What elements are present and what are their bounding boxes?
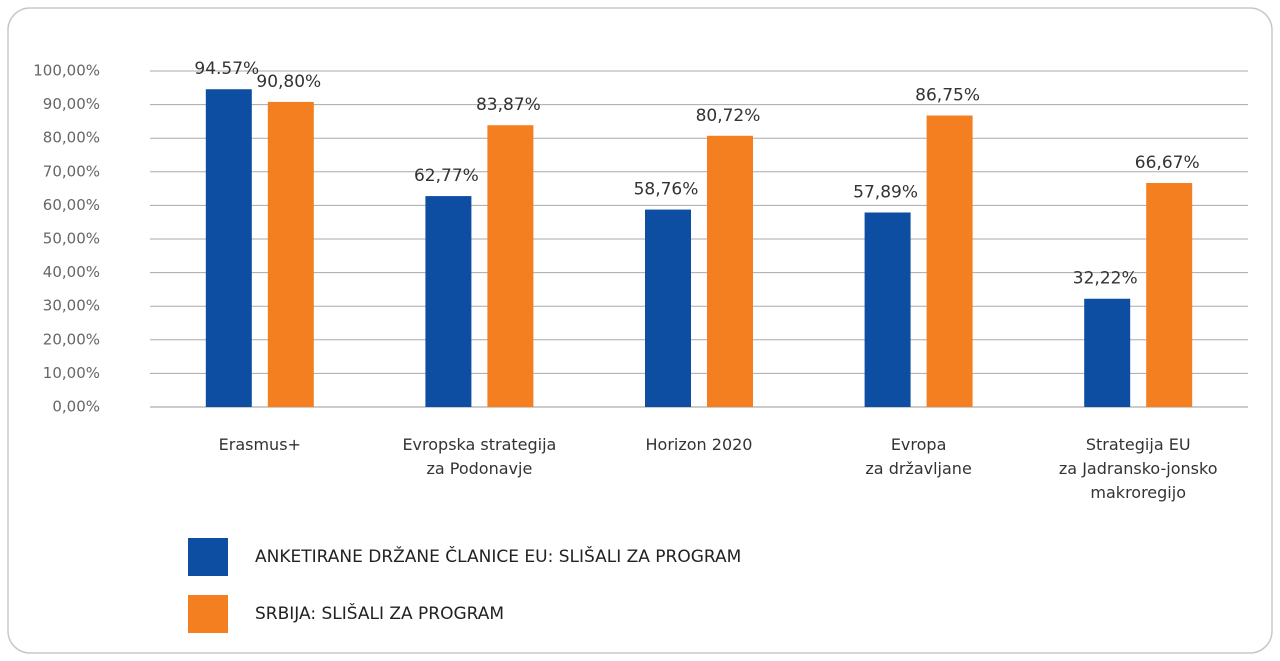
x-tick-label: Erasmus+: [219, 435, 301, 454]
x-tick-line: makroregijo: [1090, 483, 1186, 502]
x-tick-line: za Podonavje: [426, 459, 532, 478]
x-tick-line: Erasmus+: [219, 435, 301, 454]
x-tick-label: Horizon 2020: [646, 435, 753, 454]
data-label: 94.57%: [194, 59, 259, 79]
y-tick-label: 10,00%: [43, 364, 100, 382]
y-tick-label: 80,00%: [43, 129, 100, 147]
x-tick-line: Horizon 2020: [646, 435, 753, 454]
data-label: 58,76%: [634, 180, 699, 200]
bar: [205, 89, 252, 407]
data-label: 83,87%: [476, 95, 541, 115]
bar: [1084, 298, 1131, 407]
legend-label: SRBIJA: SLIŠALI ZA PROGRAM: [255, 602, 504, 624]
x-tick-line: za državljane: [865, 459, 971, 478]
data-label: 57,89%: [853, 182, 918, 202]
y-tick-label: 40,00%: [43, 263, 100, 281]
bar: [267, 101, 314, 408]
y-tick-label: 90,00%: [43, 95, 100, 113]
x-tick-label: Evropska strategija za Podonavje: [402, 435, 556, 478]
y-tick-label: 30,00%: [43, 297, 100, 315]
x-tick-label: Evropa za državljane: [865, 435, 971, 478]
bar: [926, 115, 973, 408]
y-tick-label: 70,00%: [43, 162, 100, 180]
data-label: 66,67%: [1135, 153, 1200, 173]
legend-swatch: [188, 538, 228, 576]
y-tick-label: 100,00%: [33, 62, 100, 80]
data-label: 32,22%: [1073, 269, 1138, 289]
y-tick-label: 20,00%: [43, 330, 100, 348]
data-label: 90,80%: [256, 72, 321, 92]
y-tick-label: 50,00%: [43, 230, 100, 248]
legend-label: ANKETIRANE DRŽANE ČLANICE EU: SLIŠALI ZA…: [255, 545, 741, 567]
bar: [425, 196, 472, 407]
bar: [487, 125, 534, 407]
bar: [645, 209, 691, 407]
x-tick-line: Strategija EU: [1086, 435, 1191, 454]
y-tick-label: 60,00%: [43, 196, 100, 214]
bar: [707, 135, 753, 407]
x-tick-line: Evropa: [891, 435, 947, 454]
data-label: 80,72%: [696, 106, 761, 126]
data-label: 62,77%: [414, 166, 479, 186]
bar: [1146, 182, 1193, 407]
bar: [864, 212, 911, 407]
legend-swatch: [188, 595, 228, 633]
y-tick-label: 0,00%: [52, 398, 100, 416]
x-tick-line: za Jadransko-jonsko: [1059, 459, 1218, 478]
data-label: 86,75%: [915, 86, 980, 106]
x-tick-line: Evropska strategija: [402, 435, 556, 454]
x-tick-label: Strategija EU za Jadransko-jonsko makroreg…: [1059, 435, 1218, 502]
